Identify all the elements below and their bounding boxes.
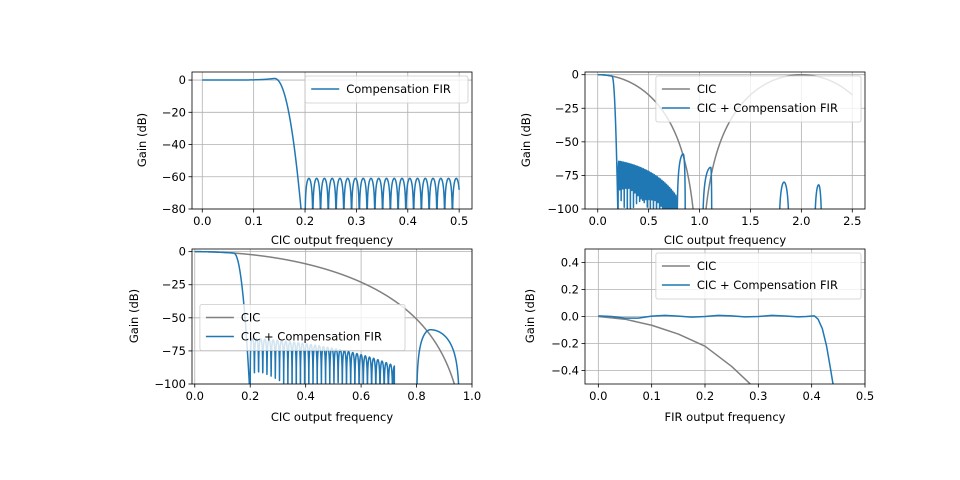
x-tick-label: 0.0 bbox=[589, 214, 607, 228]
x-tick-label: 0.5 bbox=[639, 214, 657, 228]
y-tick-label: −100 bbox=[547, 202, 579, 216]
legend: Compensation FIR bbox=[304, 75, 469, 104]
y-axis-title: Gain (dB) bbox=[135, 113, 149, 167]
subplot-bottom-right: Gain (dB) FIR output frequency 0.0 0.1 0.2… bbox=[523, 248, 874, 424]
y-tick-label: −25 bbox=[162, 278, 186, 292]
legend: CIC CIC + Compensation FIR bbox=[655, 252, 862, 300]
legend: CIC CIC + Compensation FIR bbox=[655, 75, 862, 123]
x-tick-label: 0.1 bbox=[643, 389, 661, 403]
x-axis-title: CIC output frequency bbox=[271, 410, 394, 424]
x-tick-label: 0.3 bbox=[347, 214, 365, 228]
axes-frame bbox=[584, 71, 866, 210]
x-tick-label: 0.4 bbox=[399, 214, 417, 228]
y-tick-label: −100 bbox=[154, 377, 186, 391]
legend: CIC CIC + Compensation FIR bbox=[199, 304, 406, 351]
y-axis-title: Gain (dB) bbox=[519, 113, 533, 167]
y-tick-label: −60 bbox=[162, 170, 186, 184]
y-axis-title: Gain (dB) bbox=[523, 289, 537, 343]
x-tick-label: 2.0 bbox=[792, 214, 810, 228]
y-tick-label: −40 bbox=[162, 138, 186, 152]
legend-box bbox=[655, 252, 862, 300]
y-tick-label: 0.2 bbox=[561, 283, 579, 297]
x-tick-label: 0.0 bbox=[186, 389, 204, 403]
y-tick-label: −0.2 bbox=[551, 337, 579, 351]
x-tick-label: 0.3 bbox=[749, 389, 767, 403]
series-line-0 bbox=[598, 315, 751, 384]
x-tick-label: 0.4 bbox=[297, 389, 315, 403]
legend-label: CIC + Compensation FIR bbox=[697, 278, 838, 292]
x-axis-title: CIC output frequency bbox=[664, 233, 787, 247]
x-tick-label: 0.2 bbox=[296, 214, 314, 228]
legend-label: CIC + Compensation FIR bbox=[697, 101, 838, 115]
x-tick-label: 1.0 bbox=[463, 389, 481, 403]
series-line-1 bbox=[597, 73, 822, 209]
axes-frame bbox=[191, 71, 473, 210]
y-tick-label: 0.0 bbox=[561, 310, 579, 324]
x-tick-label: 0.2 bbox=[241, 389, 259, 403]
y-axis-title: Gain (dB) bbox=[127, 289, 141, 343]
y-tick-label: 0.4 bbox=[561, 256, 579, 270]
x-tick-label: 0.6 bbox=[352, 389, 370, 403]
x-tick-label: 0.4 bbox=[803, 389, 821, 403]
subplot-bottom-left: Gain (dB) CIC output frequency 0.0 0.2 0.4… bbox=[127, 245, 481, 424]
legend-label: CIC bbox=[241, 311, 260, 325]
axes-frame bbox=[191, 248, 473, 385]
x-tick-label: 1.0 bbox=[690, 214, 708, 228]
x-tick-label: 0.1 bbox=[245, 214, 263, 228]
y-tick-label: −25 bbox=[555, 101, 579, 115]
x-tick-label: 0.2 bbox=[696, 389, 714, 403]
legend-label: Compensation FIR bbox=[346, 82, 451, 96]
legend-label: CIC bbox=[697, 82, 716, 96]
x-tick-label: 1.5 bbox=[741, 214, 759, 228]
y-tick-label: 0 bbox=[179, 245, 186, 259]
legend-box bbox=[655, 75, 862, 123]
y-tick-label: −75 bbox=[162, 344, 186, 358]
series-line-1 bbox=[598, 314, 834, 384]
subplot-top-left: Gain (dB) CIC output frequency 0.0 0.1 0.2… bbox=[135, 71, 473, 247]
x-tick-label: 0.0 bbox=[193, 214, 211, 228]
y-tick-label: 0 bbox=[572, 68, 579, 82]
x-tick-label: 0.5 bbox=[856, 389, 874, 403]
x-tick-label: 2.5 bbox=[843, 214, 861, 228]
y-tick-label: 0 bbox=[179, 73, 186, 87]
x-tick-label: 0.8 bbox=[407, 389, 425, 403]
y-tick-label: −0.4 bbox=[551, 364, 579, 378]
y-tick-label: −20 bbox=[162, 105, 186, 119]
y-tick-label: −80 bbox=[162, 202, 186, 216]
series-line-0 bbox=[597, 73, 853, 209]
y-tick-label: −75 bbox=[555, 168, 579, 182]
legend-box bbox=[304, 75, 469, 104]
subplot-top-right: Gain (dB) CIC output frequency 0.0 0.5 1.0… bbox=[519, 68, 866, 247]
series-line-0 bbox=[201, 77, 460, 209]
legend-label: CIC bbox=[697, 259, 716, 273]
y-tick-label: −50 bbox=[555, 135, 579, 149]
legend-label: CIC + Compensation FIR bbox=[241, 330, 382, 344]
y-tick-label: −50 bbox=[162, 311, 186, 325]
x-tick-label: 0.5 bbox=[450, 214, 468, 228]
x-axis-title: CIC output frequency bbox=[271, 233, 394, 247]
x-tick-label: 0.0 bbox=[589, 389, 607, 403]
x-axis-title: FIR output frequency bbox=[665, 410, 786, 424]
legend-box bbox=[199, 304, 406, 351]
series-line-0 bbox=[194, 250, 456, 384]
